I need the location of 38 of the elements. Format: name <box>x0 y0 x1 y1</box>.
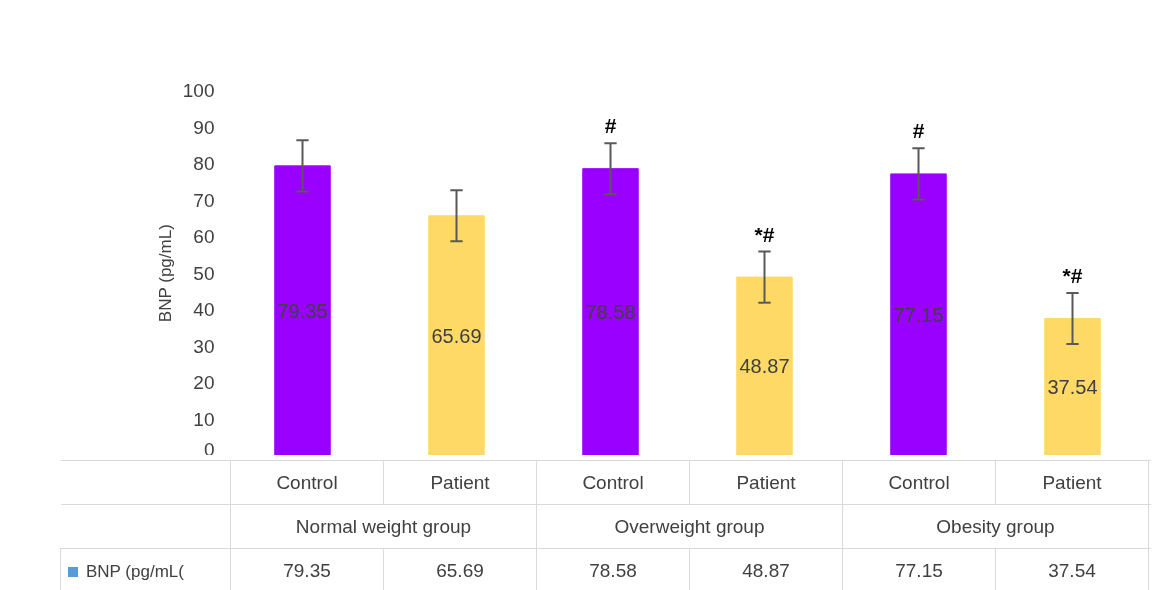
annotation: *# <box>754 222 775 246</box>
data-label: 77.15 <box>842 548 996 590</box>
text: BNP (pg/mL( <box>86 562 184 582</box>
y-tick-label: 10 <box>193 408 215 430</box>
x-tick-label: Patient <box>383 460 537 505</box>
x-axis-title: Normal weight group <box>230 504 537 549</box>
x-tick-label: Control <box>842 460 996 505</box>
y-tick-label: 100 <box>182 80 215 101</box>
text: 78.58 <box>585 301 636 324</box>
data-label: 78.58 <box>536 548 690 590</box>
y-tick-label: 20 <box>193 372 215 393</box>
x-axis-title: Obesity group <box>842 504 1149 549</box>
y-tick-label: 30 <box>193 335 215 357</box>
y-tick-label: 50 <box>193 262 215 284</box>
annotation: # <box>912 119 925 143</box>
data-label: 37.54 <box>995 548 1149 590</box>
data-label: 48.87 <box>689 548 843 590</box>
y-axis-title: BNP (pg/mL) <box>155 224 175 323</box>
text: 37.54 <box>1047 375 1098 398</box>
y-tick-label: 80 <box>193 153 215 174</box>
data-label: 65.69 <box>383 548 537 590</box>
x-axis-title: Overweight group <box>536 504 843 549</box>
data-label: 79.35 <box>230 548 384 590</box>
x-tick-label: Patient <box>689 460 843 505</box>
y-tick-label: 40 <box>193 299 215 320</box>
text: 65.69 <box>431 324 482 347</box>
x-tick-label: Control <box>536 460 690 505</box>
y-tick-label: 60 <box>193 226 215 247</box>
annotation: *# <box>1062 263 1083 287</box>
text: 77.15 <box>893 303 944 326</box>
y-tick-label: 90 <box>193 116 215 138</box>
x-tick-label: Control <box>230 460 384 505</box>
y-tick-label: 70 <box>193 189 215 211</box>
x-tick-label: Patient <box>995 460 1149 505</box>
text: 48.87 <box>739 355 790 378</box>
text: 79.35 <box>277 299 328 322</box>
annotation: # <box>604 114 617 138</box>
y-tick-label: 0 <box>203 438 215 460</box>
